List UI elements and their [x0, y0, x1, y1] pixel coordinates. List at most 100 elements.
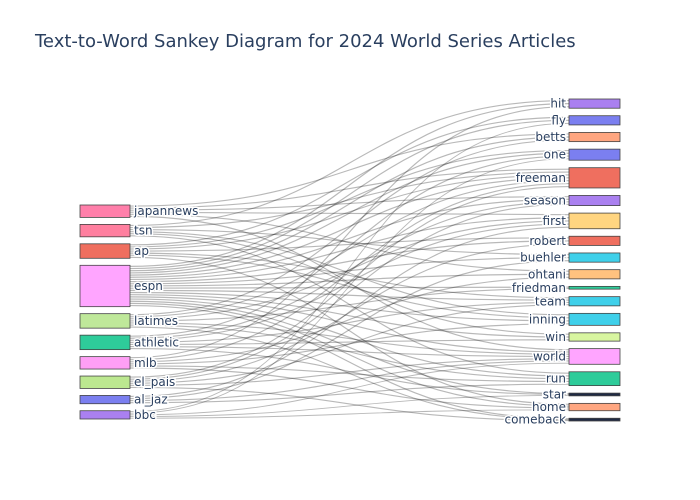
node-label-bbc: bbc	[134, 408, 156, 422]
link-espn-robert	[129, 240, 570, 283]
node-label-run: run	[546, 372, 566, 386]
node-label-espn: espn	[134, 279, 163, 293]
node-first[interactable]	[568, 212, 621, 230]
link-ap-fly	[129, 116, 570, 246]
node-latimes[interactable]	[79, 313, 131, 329]
link-latimes-comeback	[129, 326, 570, 421]
node-fly[interactable]	[568, 115, 621, 126]
link-athletic-win	[129, 339, 570, 346]
node-win[interactable]	[568, 332, 621, 342]
node-label-home: home	[532, 400, 566, 414]
node-season[interactable]	[568, 195, 621, 206]
chart-title: Text-to-Word Sankey Diagram for 2024 Wor…	[35, 31, 576, 52]
link-ap-team	[129, 252, 570, 299]
node-tsn[interactable]	[79, 224, 131, 238]
link-bbc-home	[129, 409, 570, 419]
link-al_jaz-run	[129, 383, 570, 404]
node-label-season: season	[524, 194, 566, 208]
link-espn-world	[129, 296, 570, 353]
link-athletic-season	[129, 201, 570, 339]
node-label-latimes: latimes	[134, 314, 178, 328]
link-tsn-inning	[129, 231, 570, 316]
node-label-star: star	[543, 387, 566, 401]
link-bbc-fly	[129, 122, 570, 413]
node-one[interactable]	[568, 148, 621, 161]
link-ap-robert	[129, 237, 570, 252]
node-world[interactable]	[568, 348, 621, 365]
link-espn-hit	[129, 103, 570, 267]
link-espn-friedman	[129, 286, 570, 289]
node-label-tsn: tsn	[134, 224, 153, 238]
node-el_pais[interactable]	[79, 375, 131, 389]
link-japannews-ohtani	[129, 213, 570, 272]
link-espn-betts	[129, 136, 570, 272]
node-hit[interactable]	[568, 98, 621, 109]
node-espn[interactable]	[79, 264, 131, 308]
link-bbc-one	[129, 158, 570, 414]
link-mlb-hit	[129, 106, 570, 359]
link-espn-one	[129, 152, 570, 274]
node-al_jaz[interactable]	[79, 395, 131, 405]
node-mlb[interactable]	[79, 356, 131, 370]
link-espn-season	[129, 198, 570, 278]
node-inning[interactable]	[568, 312, 621, 326]
link-espn-freeman	[129, 177, 570, 276]
node-label-al_jaz: al_jaz	[134, 393, 168, 407]
link-ap-home	[129, 256, 570, 405]
node-label-fly: fly	[551, 113, 566, 127]
link-latimes-world	[129, 322, 570, 355]
node-run[interactable]	[568, 371, 621, 387]
link-espn-star	[129, 300, 570, 395]
link-tsn-run	[129, 235, 570, 374]
link-tsn-hit	[129, 99, 570, 227]
link-el_pais-world	[129, 358, 570, 386]
link-espn-comeback	[129, 304, 570, 420]
node-star[interactable]	[568, 392, 621, 397]
node-label-freeman: freeman	[516, 171, 566, 185]
node-team[interactable]	[568, 296, 621, 307]
link-japannews-freeman	[129, 168, 570, 209]
link-mlb-freeman	[129, 183, 570, 361]
node-label-friedman: friedman	[512, 281, 566, 295]
link-al_jaz-world	[129, 360, 570, 402]
link-al_jaz-first	[129, 226, 570, 398]
node-label-comeback: comeback	[504, 413, 566, 427]
node-japannews[interactable]	[79, 204, 131, 218]
link-espn-first	[129, 217, 570, 281]
link-espn-run	[129, 298, 570, 377]
node-betts[interactable]	[568, 132, 621, 143]
node-athletic[interactable]	[79, 334, 131, 351]
node-label-japannews: japannews	[133, 204, 198, 218]
link-espn-home	[129, 302, 570, 407]
link-ap-freeman	[129, 174, 570, 250]
node-label-robert: robert	[529, 234, 566, 248]
link-el_pais-comeback	[129, 386, 570, 422]
node-home[interactable]	[568, 402, 621, 412]
link-latimes-friedman	[129, 287, 570, 322]
node-buehler[interactable]	[568, 252, 621, 263]
link-ap-inning	[129, 254, 570, 319]
link-mlb-inning	[129, 323, 570, 365]
link-latimes-first	[129, 220, 570, 320]
node-friedman[interactable]	[568, 285, 621, 290]
node-robert[interactable]	[568, 235, 621, 246]
link-japannews-first	[129, 211, 570, 216]
link-espn-inning	[129, 291, 570, 322]
node-label-betts: betts	[535, 130, 566, 144]
node-comeback[interactable]	[568, 417, 621, 422]
node-ap[interactable]	[79, 243, 131, 259]
link-espn-ohtani	[129, 273, 570, 287]
node-bbc[interactable]	[79, 410, 131, 420]
link-espn-team	[129, 289, 570, 301]
node-label-world: world	[533, 349, 566, 363]
link-latimes-run	[129, 324, 570, 380]
node-ohtani[interactable]	[568, 269, 621, 280]
links-layer	[129, 99, 570, 422]
link-el_pais-team	[129, 304, 570, 384]
link-athletic-world	[129, 345, 570, 358]
node-freeman[interactable]	[568, 167, 621, 189]
link-japannews-season	[129, 196, 570, 211]
link-el_pais-season	[129, 203, 570, 380]
link-el_pais-freeman	[129, 185, 570, 378]
link-tsn-freeman	[129, 171, 570, 229]
